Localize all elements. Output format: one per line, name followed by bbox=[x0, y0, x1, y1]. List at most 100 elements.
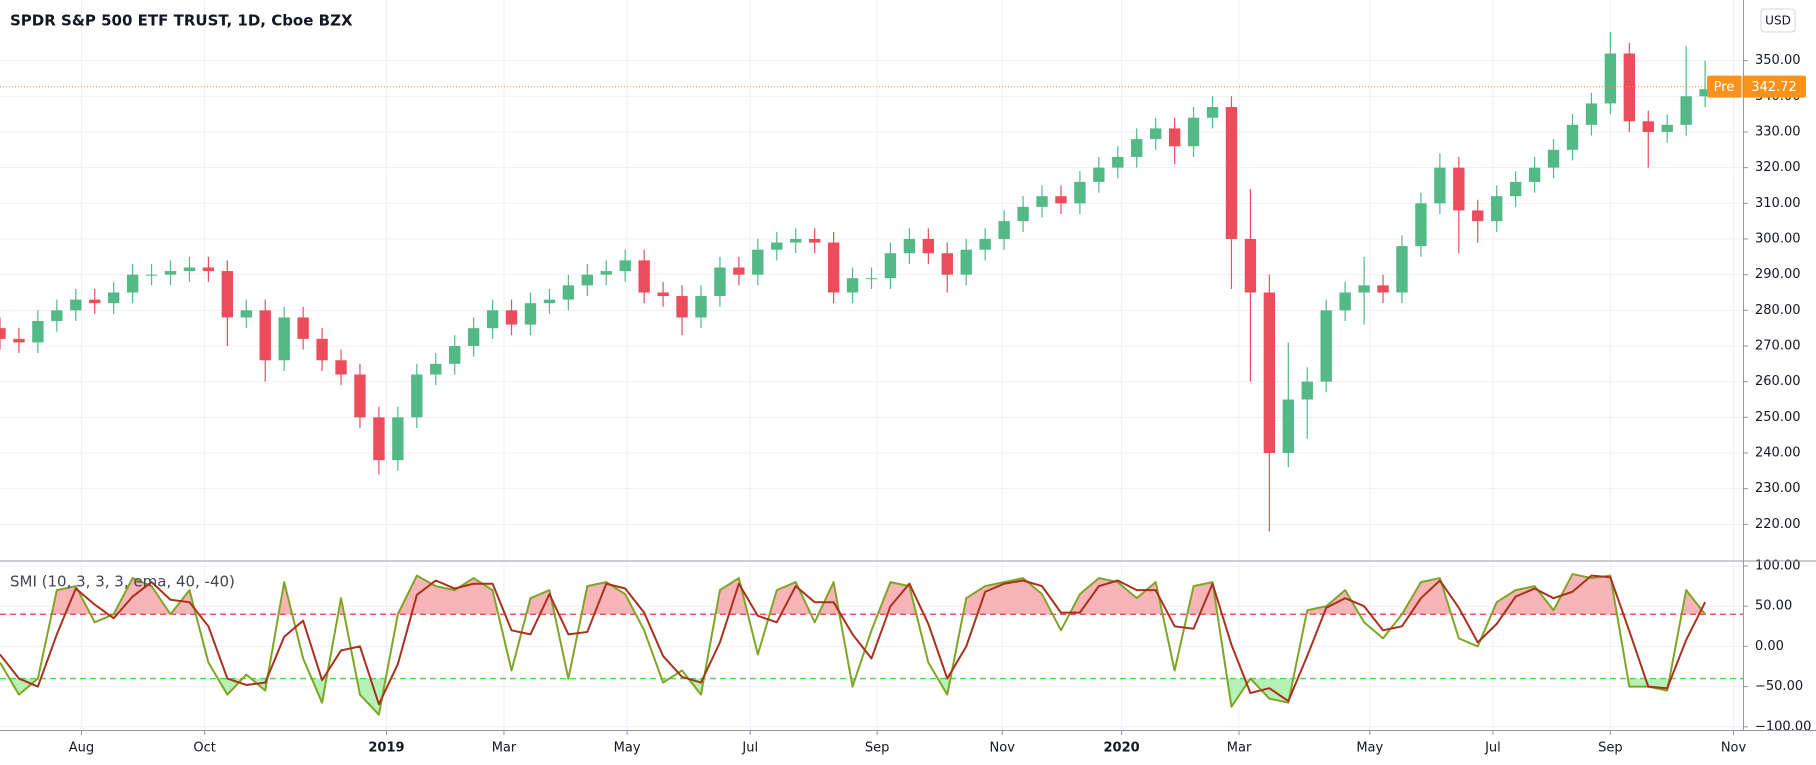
indicator-line bbox=[0, 574, 1707, 706]
x-tick-label: 2020 bbox=[1103, 741, 1139, 756]
candle-body bbox=[1377, 285, 1389, 293]
y-tick-label: 300.00 bbox=[1755, 231, 1801, 246]
candle-body bbox=[752, 249, 764, 275]
candle-body bbox=[1187, 117, 1200, 147]
candle-body bbox=[1661, 124, 1673, 132]
x-tick-label: Jul bbox=[741, 741, 758, 756]
y-tick-label: 270.00 bbox=[1755, 338, 1801, 353]
candle-body bbox=[164, 271, 177, 275]
candle-body bbox=[1699, 89, 1711, 97]
candle-body bbox=[979, 238, 991, 250]
candle-body bbox=[316, 338, 328, 361]
chart-title: SPDR S&P 500 ETF TRUST, 1D, Cboe BZX bbox=[10, 12, 353, 30]
candle-body bbox=[1528, 167, 1541, 182]
y-tick-label: 240.00 bbox=[1755, 445, 1801, 460]
candle-body bbox=[467, 328, 480, 346]
candle-body bbox=[676, 296, 688, 318]
candle-body bbox=[714, 267, 726, 297]
candle-body bbox=[1642, 121, 1654, 132]
y-tick-label: −100.00 bbox=[1755, 719, 1811, 734]
candle-body bbox=[1320, 310, 1332, 382]
candle-body bbox=[1509, 181, 1522, 197]
candle-body bbox=[373, 417, 385, 461]
candle-body bbox=[771, 242, 783, 250]
candle-body bbox=[1244, 238, 1257, 293]
indicator-line bbox=[0, 573, 1706, 716]
x-tick-label: Jul bbox=[1484, 741, 1501, 756]
y-tick-label: 100.00 bbox=[1755, 559, 1801, 574]
x-tick-label: May bbox=[614, 741, 641, 756]
candle-body bbox=[865, 278, 878, 280]
candle-body bbox=[619, 260, 631, 272]
last-price-tag bbox=[1707, 75, 1806, 98]
candle-body bbox=[486, 310, 499, 329]
candle-body bbox=[1301, 381, 1313, 400]
x-tick-label: Nov bbox=[1721, 741, 1747, 756]
y-tick-label: 320.00 bbox=[1755, 160, 1801, 175]
x-tick-label: Mar bbox=[1227, 741, 1252, 756]
candle-body bbox=[846, 278, 859, 293]
currency-label: USD bbox=[1765, 14, 1791, 28]
candle-body bbox=[1093, 167, 1105, 182]
currency-button[interactable] bbox=[1760, 8, 1796, 33]
candle-body bbox=[657, 292, 669, 297]
candle-body bbox=[1074, 181, 1086, 204]
candle-body bbox=[297, 317, 309, 339]
candle-body bbox=[884, 253, 897, 279]
y-tick-label: 350.00 bbox=[1755, 53, 1801, 68]
last-price-label: 342.72 bbox=[1751, 80, 1797, 95]
candle-body bbox=[1566, 124, 1579, 150]
candle-body bbox=[240, 310, 252, 318]
candle-body bbox=[695, 296, 707, 318]
candle-body bbox=[411, 374, 423, 418]
y-tick-label: 280.00 bbox=[1755, 303, 1801, 318]
x-tick-label: 2019 bbox=[368, 741, 404, 756]
candle-body bbox=[543, 299, 556, 304]
candle-body bbox=[1396, 246, 1408, 293]
candle-body bbox=[145, 274, 158, 276]
candle-body bbox=[278, 317, 290, 361]
y-tick-label: 250.00 bbox=[1755, 410, 1801, 425]
candle-body bbox=[808, 238, 821, 243]
candle-body bbox=[1491, 196, 1503, 222]
x-tick-label: Oct bbox=[193, 741, 215, 756]
candle-body bbox=[1017, 206, 1029, 222]
candle-body bbox=[126, 274, 139, 293]
candle-body bbox=[449, 345, 461, 364]
candle-body bbox=[1604, 53, 1617, 104]
candle-body bbox=[70, 299, 82, 311]
candle-body bbox=[903, 238, 916, 254]
candle-body bbox=[354, 374, 366, 418]
candle-body bbox=[335, 360, 347, 375]
candle-body bbox=[259, 310, 271, 361]
x-tick-label: Aug bbox=[69, 741, 94, 756]
x-tick-label: May bbox=[1356, 741, 1383, 756]
y-tick-label: 50.00 bbox=[1755, 599, 1792, 614]
candle-body bbox=[1680, 96, 1692, 125]
candle-body bbox=[922, 238, 935, 254]
candle-body bbox=[1131, 139, 1143, 157]
candle-body bbox=[562, 285, 575, 300]
y-tick-label: 290.00 bbox=[1755, 267, 1801, 282]
candle-body bbox=[51, 310, 63, 322]
candle-body bbox=[524, 303, 537, 325]
candle-body bbox=[505, 310, 518, 325]
candle-body bbox=[1623, 53, 1636, 122]
candle-body bbox=[221, 271, 234, 318]
candle-body bbox=[827, 242, 840, 293]
candle-body bbox=[1036, 196, 1048, 207]
indicator-title: SMI (10, 3, 3, 3, ema, 40, -40) bbox=[10, 573, 235, 591]
candle-body bbox=[1472, 210, 1484, 222]
y-tick-label: 230.00 bbox=[1755, 481, 1801, 496]
candle-body bbox=[1585, 103, 1598, 125]
candle-body bbox=[1415, 203, 1427, 247]
y-tick-label: 310.00 bbox=[1755, 196, 1801, 211]
candle-body bbox=[941, 253, 953, 275]
candle-body bbox=[13, 338, 25, 343]
y-tick-label: 220.00 bbox=[1755, 517, 1801, 532]
candle-body bbox=[1547, 149, 1560, 168]
last-price-tag-label: Pre bbox=[1714, 80, 1735, 95]
